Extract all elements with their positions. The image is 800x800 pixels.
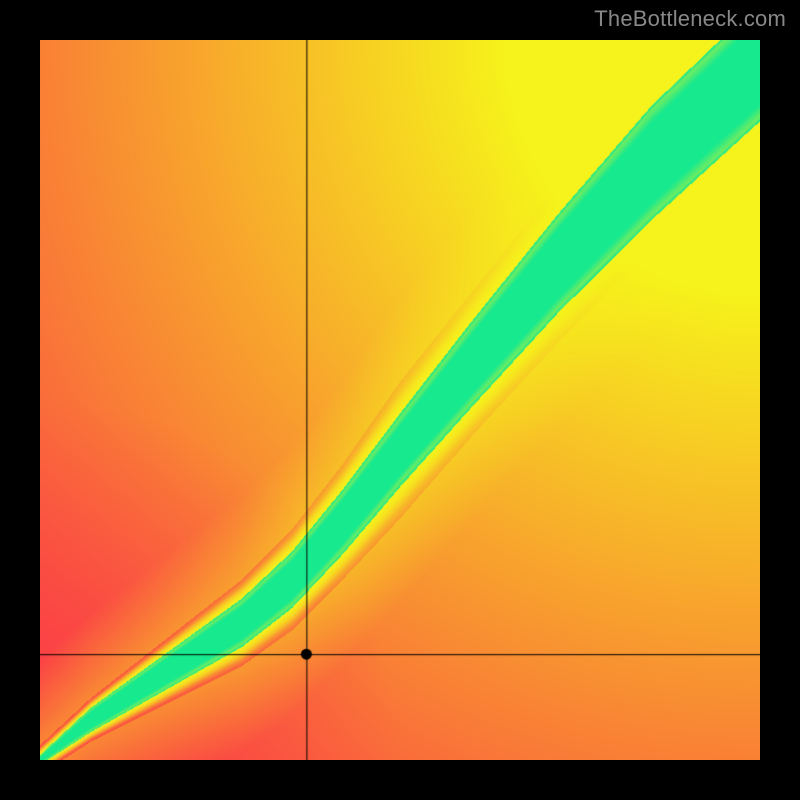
heatmap-canvas [40,40,760,760]
chart-wrapper: TheBottleneck.com [0,0,800,800]
watermark-text: TheBottleneck.com [594,6,786,32]
